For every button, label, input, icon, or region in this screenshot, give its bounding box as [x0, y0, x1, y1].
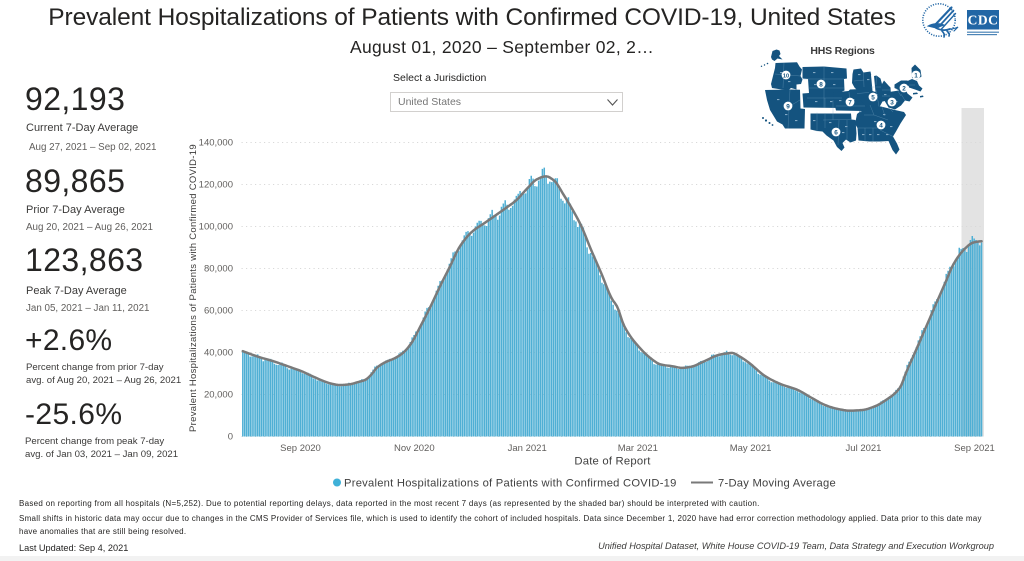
svg-text:140,000: 140,000 [199, 138, 233, 149]
svg-text:1: 1 [914, 72, 918, 79]
svg-text:7: 7 [848, 99, 852, 106]
svg-text:Sep 2021: Sep 2021 [954, 443, 995, 454]
svg-text:Nov 2020: Nov 2020 [394, 443, 435, 454]
svg-text:2: 2 [902, 85, 906, 92]
svg-text:5: 5 [871, 94, 875, 101]
svg-text:4: 4 [879, 122, 883, 129]
svg-text:Jan 2021: Jan 2021 [508, 443, 547, 454]
svg-text:Sep 2020: Sep 2020 [280, 443, 321, 454]
svg-text:Prevalent Hospitalizations of: Prevalent Hospitalizations of Patients w… [188, 144, 199, 432]
svg-text:CDC: CDC [968, 13, 999, 28]
svg-text:9: 9 [786, 103, 790, 110]
svg-text:Date of Report: Date of Report [574, 456, 651, 468]
svg-text:7-Day Moving Average: 7-Day Moving Average [718, 478, 836, 490]
svg-text:10: 10 [783, 73, 789, 79]
svg-text:40,000: 40,000 [204, 348, 233, 359]
svg-text:120,000: 120,000 [199, 180, 233, 191]
svg-text:Mar 2021: Mar 2021 [618, 443, 658, 454]
svg-text:Prevalent Hospitalizations of: Prevalent Hospitalizations of Patients w… [344, 478, 677, 490]
svg-text:20,000: 20,000 [204, 390, 233, 401]
svg-text:3: 3 [890, 99, 894, 106]
svg-text:6: 6 [834, 129, 838, 136]
svg-text:60,000: 60,000 [204, 306, 233, 317]
svg-text:Jul 2021: Jul 2021 [846, 443, 882, 454]
svg-text:0: 0 [228, 432, 233, 443]
svg-text:8: 8 [819, 81, 823, 88]
svg-text:80,000: 80,000 [204, 264, 233, 275]
svg-text:May 2021: May 2021 [730, 443, 772, 454]
svg-text:100,000: 100,000 [199, 222, 233, 233]
